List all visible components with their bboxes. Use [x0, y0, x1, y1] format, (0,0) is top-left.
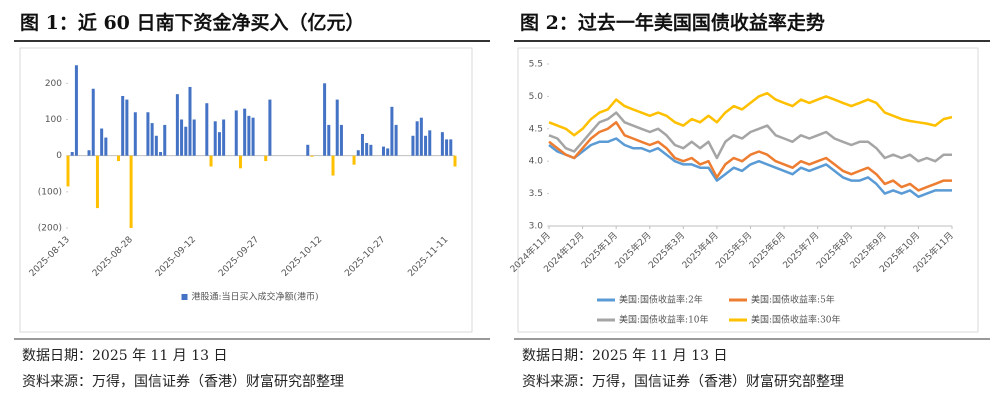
bar — [125, 99, 129, 156]
bar — [247, 115, 251, 156]
bar — [251, 117, 255, 156]
bar — [386, 148, 390, 156]
bar — [234, 110, 238, 156]
y-tick-label: 3.0 — [529, 222, 544, 232]
bar — [331, 155, 335, 176]
bar — [369, 144, 373, 156]
x-tick-label: 2025-08-28 — [91, 235, 135, 279]
bar — [335, 99, 339, 156]
legend-label: 美国:国债收益率:5年 — [751, 294, 835, 306]
y-tick-label: 5.5 — [529, 60, 543, 70]
y-tick-label: (200) — [38, 224, 62, 234]
bar — [150, 123, 154, 156]
bar — [188, 86, 192, 156]
chart-frame — [517, 47, 979, 333]
bar — [175, 94, 179, 156]
line — [548, 121, 952, 192]
legend-label: 美国:国债收益率:10年 — [619, 314, 709, 326]
bar — [159, 152, 163, 156]
bar — [449, 139, 453, 156]
bar — [365, 143, 369, 156]
bar — [91, 88, 95, 156]
bar — [264, 155, 268, 162]
bar — [445, 139, 449, 156]
bar — [70, 152, 74, 156]
y-tick-label: 4.5 — [529, 124, 543, 134]
line — [548, 91, 953, 137]
note: 资料来源：万得，国信证券（香港）财富研究部整理 — [22, 373, 344, 390]
bar — [238, 155, 242, 169]
note: 数据日期：2025 年 11 月 13 日 — [522, 348, 728, 364]
x-tick-label: 2025-11-11 — [406, 235, 450, 279]
legend-label: 美国:国债收益率:2年 — [619, 294, 703, 306]
bar — [352, 155, 356, 165]
bar — [339, 124, 343, 156]
y-tick-label: 0 — [56, 151, 62, 161]
bar — [213, 121, 217, 156]
y-tick-label: (100) — [38, 187, 62, 197]
bar — [87, 150, 91, 156]
bar — [116, 155, 120, 162]
x-tick-label: 2025-10-12 — [280, 235, 324, 279]
legend-swatch — [181, 294, 188, 300]
chart-title: 图 2：过去一年美国国债收益率走势 — [520, 11, 825, 34]
y-tick-label: 3.5 — [529, 189, 543, 199]
note: 资料来源：万得，国信证券（香港）财富研究部整理 — [522, 373, 844, 390]
bar — [424, 135, 428, 156]
x-tick-label: 2025-09-27 — [217, 235, 261, 279]
bar — [180, 119, 184, 156]
bar — [415, 121, 419, 156]
x-tick-label: 2025-09-12 — [154, 235, 198, 279]
y-tick-label: 5.0 — [529, 92, 544, 102]
bar — [419, 117, 423, 156]
bar — [306, 144, 310, 156]
bar — [243, 108, 247, 156]
y-tick-label: 100 — [45, 115, 62, 125]
bar — [360, 133, 364, 156]
bar — [95, 155, 99, 209]
note: 数据日期：2025 年 11 月 13 日 — [22, 348, 228, 364]
bar — [323, 83, 327, 156]
chart-frame — [19, 47, 473, 333]
bar — [104, 137, 108, 156]
line — [548, 137, 952, 199]
bar — [129, 155, 133, 228]
x-tick-label: 2025-10-27 — [343, 235, 387, 279]
bar — [205, 103, 209, 156]
bar — [100, 128, 104, 156]
bar — [268, 99, 272, 156]
bar — [74, 65, 78, 156]
bar — [184, 126, 188, 156]
bar — [381, 146, 385, 156]
bar — [411, 135, 415, 156]
bar — [390, 106, 394, 156]
bar — [327, 124, 331, 156]
bar — [146, 112, 150, 156]
bar — [66, 155, 70, 187]
legend-label: 美国:国债收益率:30年 — [751, 314, 841, 326]
bar — [440, 132, 444, 156]
y-tick-label: 4.0 — [529, 157, 544, 167]
bar — [163, 124, 167, 156]
bar — [356, 150, 360, 156]
y-tick-label: 200 — [45, 79, 62, 89]
bar — [209, 155, 213, 167]
bar — [192, 119, 196, 156]
bar — [154, 135, 158, 156]
bar — [222, 119, 226, 156]
bar — [310, 155, 314, 157]
bar — [394, 124, 398, 156]
bar — [121, 95, 125, 156]
bar — [217, 132, 221, 156]
bar — [453, 155, 457, 167]
bar — [133, 112, 137, 156]
chart-title: 图 1：近 60 日南下资金净买入（亿元） — [20, 11, 365, 34]
bar — [428, 130, 432, 156]
line — [548, 111, 952, 163]
legend-label: 港股通:当日买入成交净额(港币) — [192, 291, 319, 303]
x-tick-label: 2025-08-13 — [28, 235, 72, 279]
